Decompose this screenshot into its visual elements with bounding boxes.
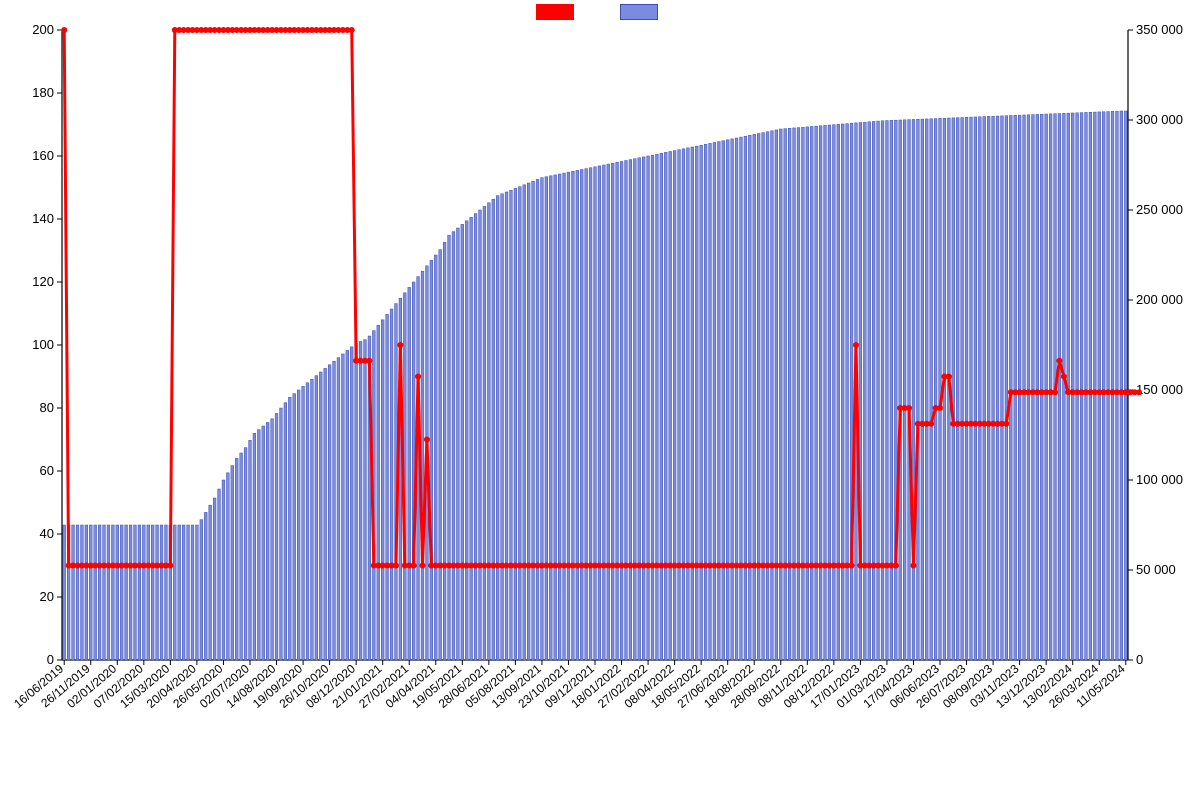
- chart-svg: 020406080100120140160180200050 000100 00…: [0, 0, 1200, 800]
- svg-text:100 000: 100 000: [1136, 472, 1183, 487]
- svg-text:0: 0: [1136, 652, 1143, 667]
- svg-text:250 000: 250 000: [1136, 202, 1183, 217]
- svg-text:150 000: 150 000: [1136, 382, 1183, 397]
- svg-text:50 000: 50 000: [1136, 562, 1176, 577]
- svg-text:40: 40: [40, 526, 54, 541]
- legend-bar: [620, 4, 664, 20]
- svg-text:120: 120: [32, 274, 54, 289]
- svg-text:160: 160: [32, 148, 54, 163]
- svg-text:350 000: 350 000: [1136, 22, 1183, 37]
- legend-bar-swatch: [620, 4, 658, 20]
- svg-text:200: 200: [32, 22, 54, 37]
- legend-line: [536, 4, 580, 20]
- legend-line-swatch: [536, 4, 574, 20]
- svg-text:20: 20: [40, 589, 54, 604]
- svg-text:60: 60: [40, 463, 54, 478]
- svg-text:100: 100: [32, 337, 54, 352]
- svg-text:200 000: 200 000: [1136, 292, 1183, 307]
- dual-axis-chart: 020406080100120140160180200050 000100 00…: [0, 0, 1200, 800]
- svg-text:300 000: 300 000: [1136, 112, 1183, 127]
- legend: [0, 4, 1200, 20]
- svg-text:140: 140: [32, 211, 54, 226]
- svg-text:180: 180: [32, 85, 54, 100]
- svg-text:80: 80: [40, 400, 54, 415]
